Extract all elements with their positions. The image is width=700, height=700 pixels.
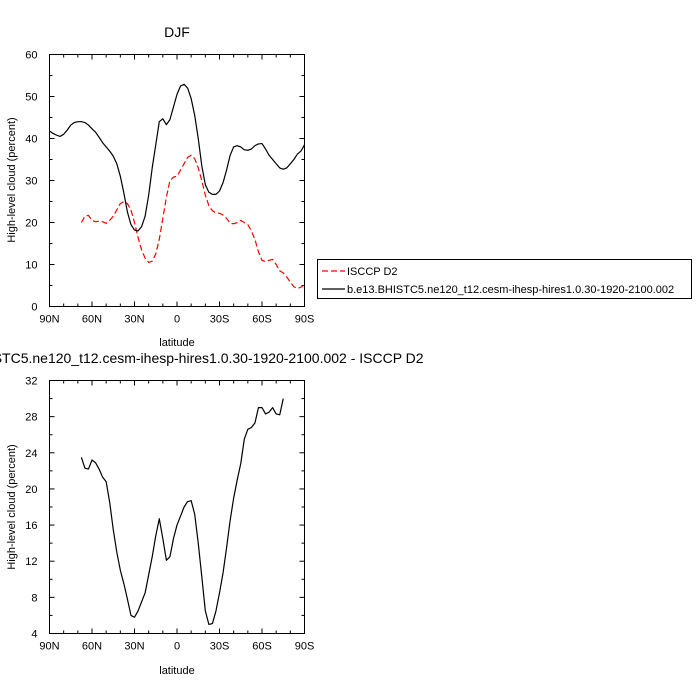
x-tick-label: 30N (124, 641, 144, 653)
y-tick-label: 28 (25, 412, 37, 424)
y-tick-label: 50 (25, 92, 37, 104)
panel-difference: b.e13.BHISTC5.ne120_t12.cesm-ihesp-hires… (0, 350, 424, 677)
y-tick-label: 10 (25, 260, 37, 272)
y-tick-label: 12 (25, 556, 37, 568)
series-line-1 (80, 398, 284, 626)
y-tick-label: 16 (25, 520, 37, 532)
y-tick-label: 4 (31, 629, 37, 641)
x-tick-label: 60N (82, 641, 102, 653)
x-tick-label: 30S (210, 641, 230, 653)
x-tick-label: 60S (252, 314, 272, 326)
plot-frame (49, 54, 305, 307)
x-tick-label: 0 (174, 314, 180, 326)
y-tick-label: 8 (31, 592, 37, 604)
x-tick-label: 60N (82, 314, 102, 326)
x-tick-label: 90N (39, 314, 59, 326)
x-axis-label: latitude (159, 665, 194, 677)
x-tick-label: 30N (124, 314, 144, 326)
y-tick-label: 0 (31, 302, 37, 314)
y-tick-label: 30 (25, 176, 37, 188)
chart-title: b.e13.BHISTC5.ne120_t12.cesm-ihesp-hires… (0, 350, 424, 366)
series-line-2 (49, 83, 306, 232)
panel-djf: DJF latitude High-level cloud (percent) … (6, 24, 314, 349)
y-tick-label: 40 (25, 134, 37, 146)
y-tick-label: 24 (25, 448, 37, 460)
legend-label-isccp: ISCCP D2 (347, 266, 398, 278)
y-tick-label: 32 (25, 376, 37, 388)
x-tick-label: 60S (252, 641, 272, 653)
x-tick-label: 30S (210, 314, 230, 326)
legend-box (317, 259, 692, 299)
x-tick-label: 90N (39, 641, 59, 653)
plot-frame (49, 380, 305, 634)
y-tick-label: 20 (25, 484, 37, 496)
chart-title: DJF (164, 24, 190, 40)
legend: ISCCP D2 b.e13.BHISTC5.ne120_t12.cesm-ih… (317, 259, 692, 299)
y-tick-label: 60 (25, 50, 37, 62)
legend-label-model: b.e13.BHISTC5.ne120_t12.cesm-ihesp-hires… (347, 284, 674, 296)
y-axis-label: High-level cloud (percent) (6, 444, 18, 569)
y-axis-label: High-level cloud (percent) (6, 117, 18, 242)
x-tick-label: 90S (295, 641, 315, 653)
x-tick-label: 0 (174, 641, 180, 653)
x-axis-label: latitude (159, 337, 194, 349)
series-line-1 (80, 154, 305, 290)
y-tick-label: 20 (25, 218, 37, 230)
x-tick-label: 90S (295, 314, 315, 326)
